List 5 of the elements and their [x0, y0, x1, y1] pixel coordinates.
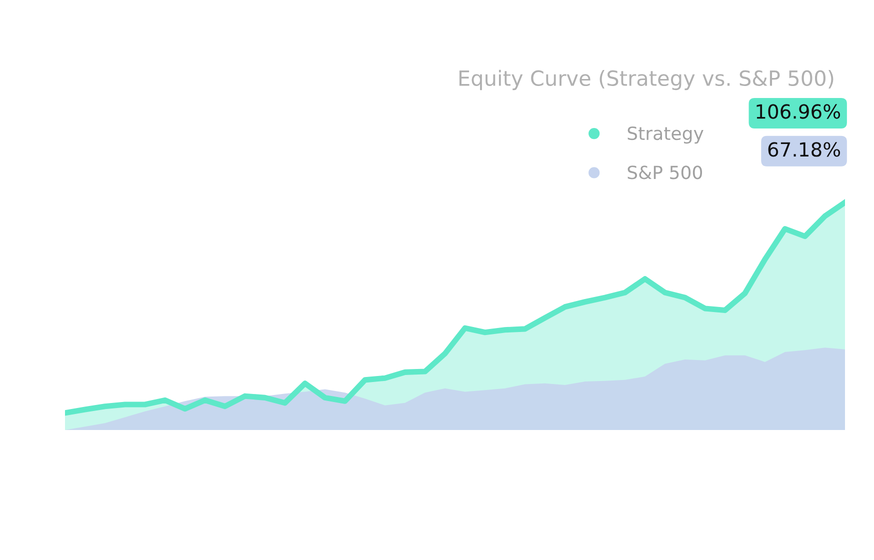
text: 106.96% — [756, 104, 840, 119]
chart-title: Equity Curve (Strategy vs. S&P 500) — [459, 70, 834, 90]
legend-label: Strategy — [628, 126, 704, 144]
text: 67.18% — [768, 142, 840, 157]
legend-label: S&P 500 — [628, 166, 702, 180]
